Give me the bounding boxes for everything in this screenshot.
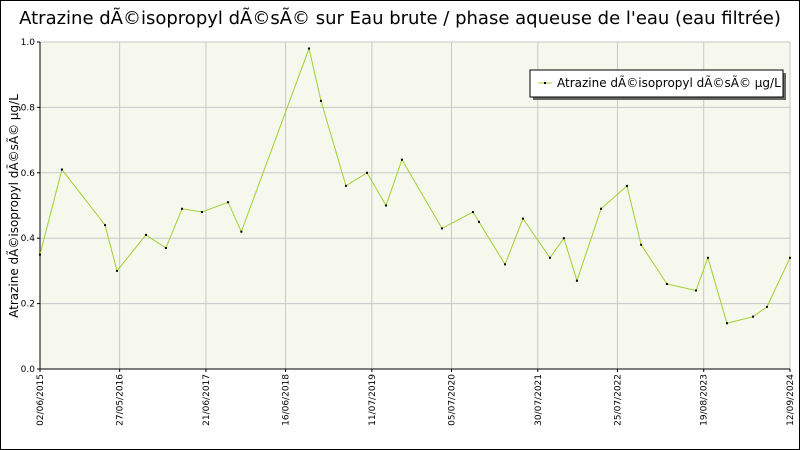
data-point: [39, 253, 41, 256]
x-tick-label: 25/07/2022: [613, 374, 623, 426]
data-point: [765, 305, 768, 308]
y-axis-label: Atrazine dÃ©isopropyl dÃ©sÃ© µg/L: [6, 94, 21, 318]
legend: [529, 69, 784, 98]
x-tick-label: 05/07/2020: [448, 374, 458, 426]
data-point: [504, 263, 507, 266]
data-point: [164, 247, 167, 250]
data-point: [181, 207, 184, 210]
data-point: [115, 269, 118, 272]
y-tick-label: 0.2: [21, 300, 35, 310]
data-point: [706, 256, 709, 259]
x-tick-label: 30/07/2021: [534, 374, 544, 426]
data-point: [521, 217, 524, 220]
data-point: [471, 211, 474, 214]
data-point: [789, 256, 791, 259]
y-tick-label: 0.4: [21, 234, 36, 244]
data-point: [308, 47, 311, 50]
y-tick-label: 0.0: [21, 365, 36, 375]
x-tick-label: 21/06/2017: [202, 374, 212, 426]
data-point: [725, 322, 728, 325]
data-point: [440, 227, 443, 230]
data-point: [200, 211, 203, 214]
data-point: [385, 204, 388, 207]
data-point: [625, 184, 628, 187]
data-point: [365, 171, 368, 174]
y-tick-label: 0.6: [21, 169, 36, 179]
y-tick-label: 1.0: [21, 38, 36, 48]
data-point: [694, 289, 697, 292]
data-point: [477, 220, 480, 223]
data-point: [752, 315, 755, 318]
data-point: [227, 201, 230, 204]
data-point: [144, 233, 147, 236]
data-point: [575, 279, 578, 282]
data-point: [640, 243, 643, 246]
data-point: [548, 256, 551, 259]
data-point: [562, 237, 565, 240]
chart-title: Atrazine dÃ©isopropyl dÃ©sÃ© sur Eau bru…: [19, 7, 781, 29]
legend-label: Atrazine dÃ©isopropyl dÃ©sÃ© µg/L: [557, 75, 781, 90]
data-point: [104, 224, 107, 227]
data-point: [344, 184, 347, 187]
data-point: [600, 207, 603, 210]
data-point: [400, 158, 403, 161]
data-point: [319, 99, 322, 102]
data-point: [240, 230, 243, 233]
data-point: [60, 168, 63, 171]
x-tick-label: 02/06/2015: [36, 374, 46, 426]
y-tick-label: 0.8: [21, 103, 36, 113]
x-tick-label: 27/05/2016: [116, 374, 126, 426]
data-point: [665, 282, 668, 285]
x-tick-label: 12/09/2024: [786, 374, 796, 426]
x-tick-label: 19/08/2023: [700, 374, 710, 426]
x-tick-label: 11/07/2019: [368, 374, 378, 426]
series-line: [39, 46, 791, 324]
x-tick-label: 16/06/2018: [282, 374, 292, 426]
legend-marker: [544, 82, 546, 84]
